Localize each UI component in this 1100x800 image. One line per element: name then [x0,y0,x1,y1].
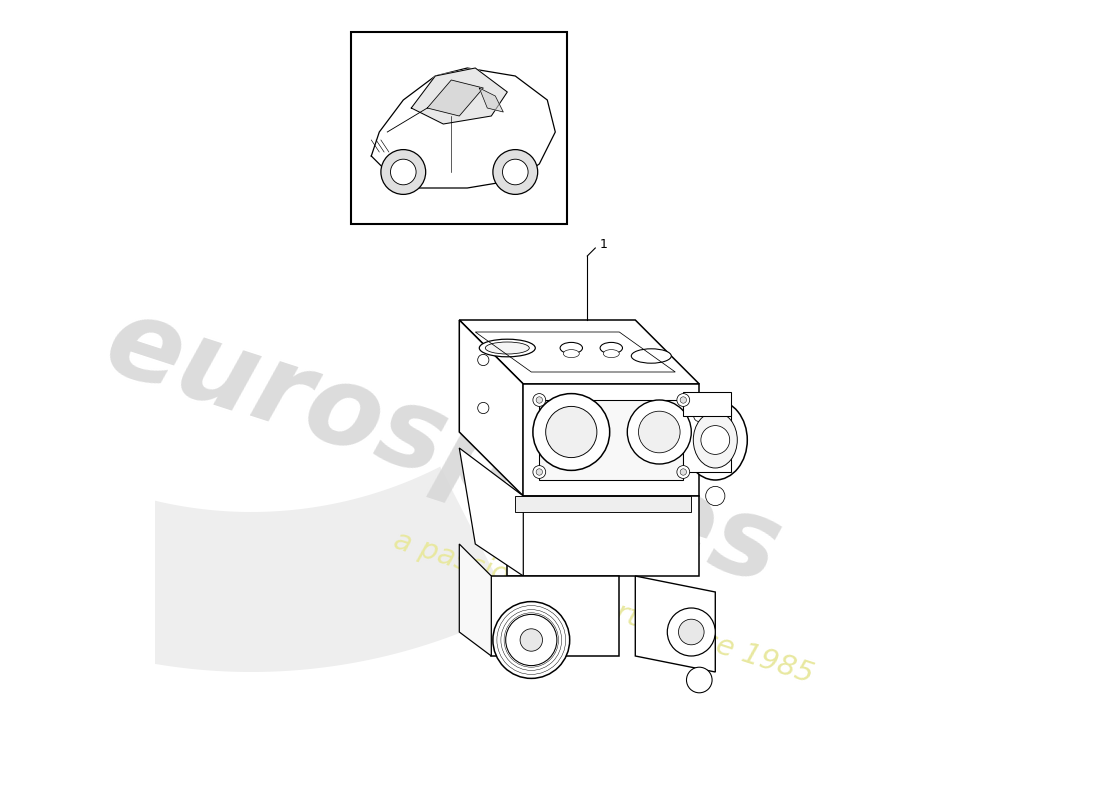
Ellipse shape [693,412,737,468]
Circle shape [503,159,528,185]
Polygon shape [0,0,513,672]
Circle shape [546,406,597,458]
Circle shape [532,466,546,478]
Circle shape [536,469,542,475]
Polygon shape [460,448,524,576]
Polygon shape [460,320,700,384]
Polygon shape [480,88,504,112]
Text: eurospares: eurospares [92,289,794,607]
Circle shape [706,486,725,506]
Bar [351,32,568,224]
Polygon shape [460,320,524,496]
Text: a passion for parts since 1985: a passion for parts since 1985 [389,526,817,690]
Ellipse shape [563,350,580,358]
Circle shape [679,619,704,645]
Polygon shape [524,384,700,496]
Ellipse shape [601,342,623,354]
Circle shape [506,614,557,666]
Circle shape [536,397,542,403]
Ellipse shape [631,349,671,363]
Circle shape [493,602,570,678]
Polygon shape [411,68,507,124]
Circle shape [627,400,691,464]
Polygon shape [372,68,556,188]
Polygon shape [636,576,715,672]
Ellipse shape [485,342,529,354]
Polygon shape [492,576,619,656]
Circle shape [493,150,538,194]
Circle shape [520,629,542,651]
Circle shape [701,426,729,454]
Circle shape [694,410,705,422]
Circle shape [676,394,690,406]
Circle shape [686,667,712,693]
Polygon shape [539,400,683,480]
Circle shape [668,608,715,656]
Polygon shape [515,496,691,512]
Ellipse shape [683,400,747,480]
Polygon shape [507,496,700,576]
Circle shape [532,394,546,406]
Bar [683,392,732,416]
Polygon shape [460,544,492,656]
Circle shape [680,469,686,475]
Ellipse shape [560,342,583,354]
Ellipse shape [603,350,619,358]
Text: 1: 1 [600,238,607,250]
Circle shape [477,354,488,366]
Ellipse shape [480,339,536,357]
Circle shape [676,466,690,478]
Circle shape [680,397,686,403]
Polygon shape [683,408,732,472]
Circle shape [477,402,488,414]
Circle shape [638,411,680,453]
Circle shape [381,150,426,194]
Polygon shape [427,80,483,116]
Circle shape [532,394,609,470]
Circle shape [390,159,416,185]
